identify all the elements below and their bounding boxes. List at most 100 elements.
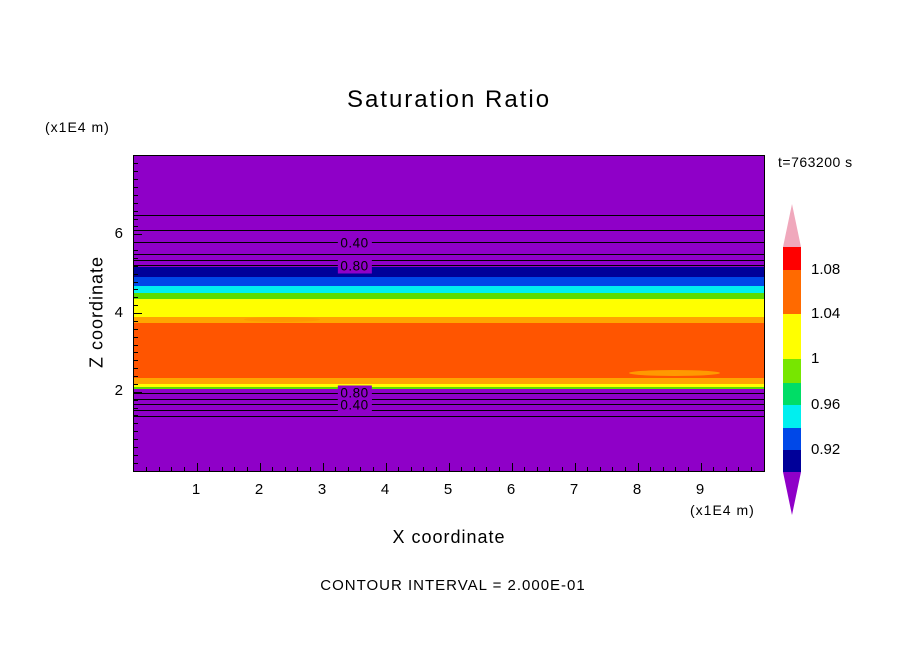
colorbar-segment [783, 428, 801, 450]
y-tick-label: 4 [114, 303, 123, 321]
x-tick [700, 463, 702, 471]
colorbar-label: 0.92 [811, 441, 841, 458]
y-tick [134, 226, 138, 228]
y-tick [134, 210, 138, 212]
x-tick [158, 467, 160, 471]
x-tick-label: 2 [254, 481, 264, 498]
y-tick [134, 187, 138, 188]
y-tick [134, 194, 138, 196]
y-tick [134, 273, 138, 275]
plot-area: 0.40 0.80 0.80 0.40 [133, 155, 765, 472]
y-tick [134, 163, 138, 165]
contour-band [134, 286, 764, 294]
y-tick [134, 368, 138, 370]
y-tick [134, 328, 138, 330]
time-annotation: t=763200 s [778, 154, 853, 170]
x-tick [360, 467, 362, 471]
y-axis-unit-label: (x1E4 m) [45, 119, 110, 135]
y-tick [134, 313, 142, 314]
colorbar-segment [783, 314, 801, 359]
y-tick [134, 431, 138, 433]
y-tick [134, 179, 138, 181]
y-tick [134, 423, 138, 425]
x-tick [675, 467, 677, 471]
y-tick [134, 376, 138, 377]
x-tick [650, 467, 652, 471]
x-tick [612, 467, 614, 471]
contour-interval-label: CONTOUR INTERVAL = 2.000E-01 [320, 577, 586, 594]
x-tick [662, 467, 664, 471]
x-tick [738, 467, 740, 471]
x-tick-label: 6 [506, 481, 516, 498]
y-tick [134, 257, 138, 259]
colorbar-label: 1 [811, 350, 820, 367]
x-tick [272, 467, 274, 471]
contour-band [134, 377, 764, 384]
colorbar-segment [783, 359, 801, 383]
y-tick [134, 439, 138, 440]
x-axis-title: X coordinate [392, 527, 506, 547]
y-tick [134, 218, 138, 220]
x-tick-label: 4 [380, 481, 390, 498]
x-tick [524, 467, 526, 471]
x-tick [448, 463, 450, 471]
x-tick-label: 3 [317, 481, 327, 498]
x-tick [549, 467, 551, 471]
contour-line [134, 410, 764, 412]
contour-line [134, 260, 764, 262]
contour-band [134, 298, 764, 318]
contour-band [134, 317, 764, 323]
x-tick [574, 463, 576, 471]
x-tick [309, 467, 311, 471]
y-tick [134, 250, 138, 251]
y-tick [134, 352, 138, 354]
colorbar-segment [783, 450, 801, 472]
contour-band [134, 383, 764, 387]
x-tick [725, 467, 727, 471]
colorbar-segment [783, 405, 801, 428]
y-tick [134, 399, 138, 401]
x-tick [183, 467, 185, 471]
contour-label: 0.40 [337, 235, 372, 251]
x-tick [687, 467, 689, 471]
x-tick [209, 467, 211, 471]
colorbar-segment [783, 383, 801, 405]
x-tick-label: 9 [695, 481, 705, 498]
colorbar-arrow-bottom-icon [783, 472, 801, 515]
x-tick [536, 467, 538, 471]
x-tick-label: 5 [443, 481, 453, 498]
x-tick [486, 467, 488, 471]
x-tick [599, 467, 601, 471]
y-tick [134, 234, 142, 236]
colorbar-label: 1.08 [811, 261, 841, 278]
x-tick [498, 467, 500, 471]
x-tick [461, 467, 463, 471]
x-tick [347, 467, 349, 471]
x-tick [146, 467, 148, 471]
y-tick-label: 2 [114, 382, 123, 400]
x-tick [750, 467, 752, 471]
x-tick [435, 467, 437, 471]
contour-label: 0.40 [337, 397, 372, 413]
x-tick-label: 1 [191, 481, 201, 498]
x-tick [423, 467, 425, 471]
contour-line [134, 398, 764, 400]
x-tick [587, 467, 589, 471]
y-tick [134, 407, 138, 409]
contour-line [134, 215, 764, 217]
x-axis-unit-label: (x1E4 m) [690, 502, 755, 518]
y-tick [134, 289, 138, 291]
x-tick-label: 8 [632, 481, 642, 498]
x-tick-label: 7 [569, 481, 579, 498]
colorbar-segment [783, 247, 801, 270]
x-tick [196, 463, 198, 471]
band-feature [628, 369, 720, 376]
chart-title: Saturation Ratio [346, 86, 552, 113]
y-tick [134, 391, 142, 393]
x-tick [624, 467, 626, 471]
x-tick [398, 467, 400, 471]
x-tick [511, 463, 513, 471]
y-tick [134, 171, 138, 173]
y-tick [134, 462, 138, 464]
contour-line [134, 392, 764, 394]
